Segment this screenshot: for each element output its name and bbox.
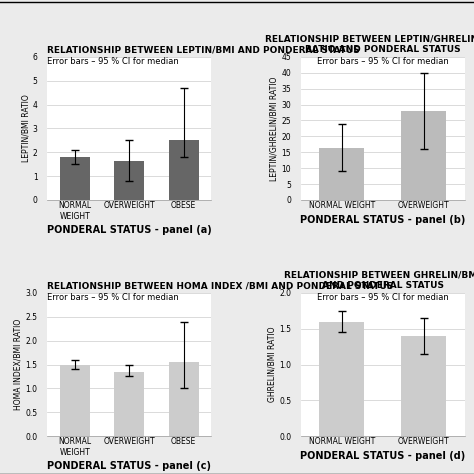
Bar <box>319 147 365 200</box>
X-axis label: PONDERAL STATUS - panel (b): PONDERAL STATUS - panel (b) <box>300 215 465 225</box>
Bar <box>60 365 90 436</box>
Y-axis label: LEPTIN/BMI RATIO: LEPTIN/BMI RATIO <box>21 94 30 162</box>
Y-axis label: GHRELIN/BMI RATIO: GHRELIN/BMI RATIO <box>267 327 276 402</box>
Text: RELATIONSHIP BETWEEN LEPTIN/GHRELIN/BMI
RATIO AND PONDERAL STATUS: RELATIONSHIP BETWEEN LEPTIN/GHRELIN/BMI … <box>265 35 474 54</box>
Y-axis label: HOMA INDEX/BMI RATIO: HOMA INDEX/BMI RATIO <box>14 319 23 410</box>
Bar <box>401 111 446 200</box>
X-axis label: PONDERAL STATUS - panel (c): PONDERAL STATUS - panel (c) <box>47 461 211 471</box>
Text: Error bars – 95 % CI for median: Error bars – 95 % CI for median <box>317 293 448 302</box>
Bar <box>169 362 199 436</box>
Bar <box>60 157 90 200</box>
X-axis label: PONDERAL STATUS - panel (a): PONDERAL STATUS - panel (a) <box>47 225 211 235</box>
Text: Error bars – 95 % CI for median: Error bars – 95 % CI for median <box>47 57 179 66</box>
Text: Error bars – 95 % CI for median: Error bars – 95 % CI for median <box>47 293 179 302</box>
Text: RELATIONSHIP BETWEEN LEPTIN/BMI AND PONDERAL STATUS: RELATIONSHIP BETWEEN LEPTIN/BMI AND POND… <box>47 45 360 54</box>
Y-axis label: LEPTIN/GHRELIN/BMI RATIO: LEPTIN/GHRELIN/BMI RATIO <box>270 76 279 181</box>
Text: RELATIONSHIP BETWEEN HOMA INDEX /BMI AND PONDERAL STATUS: RELATIONSHIP BETWEEN HOMA INDEX /BMI AND… <box>47 281 393 290</box>
X-axis label: PONDERAL STATUS - panel (d): PONDERAL STATUS - panel (d) <box>300 451 465 461</box>
Bar <box>401 336 446 436</box>
Text: RELATIONSHIP BETWEEN GHRELIN/BMI
AND PONDERAL STATUS: RELATIONSHIP BETWEEN GHRELIN/BMI AND PON… <box>284 271 474 290</box>
Bar <box>319 321 365 436</box>
Text: Error bars – 95 % CI for median: Error bars – 95 % CI for median <box>317 57 448 66</box>
Bar <box>114 161 144 200</box>
Bar <box>114 372 144 436</box>
Bar <box>169 140 199 200</box>
